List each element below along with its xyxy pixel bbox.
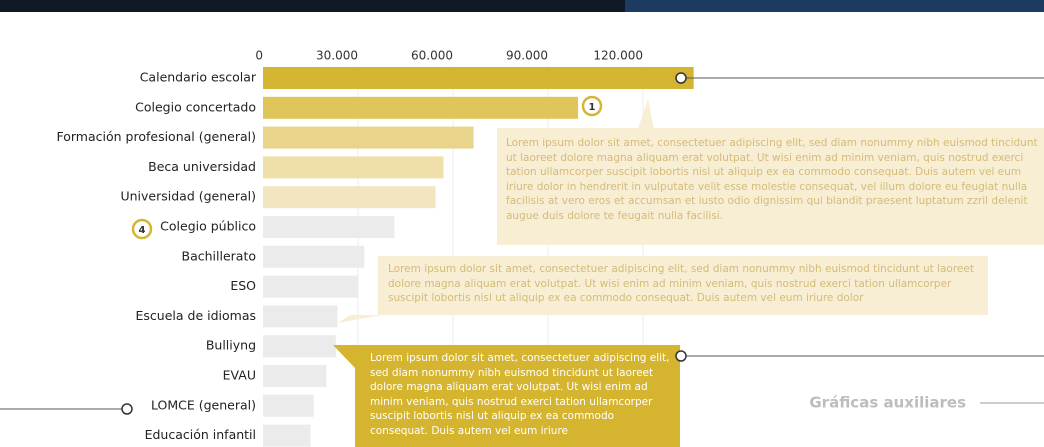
callout-box: [333, 345, 680, 447]
x-tick-label: 120.000: [593, 49, 643, 63]
badge-number: 4: [139, 225, 146, 236]
top-band: [0, 0, 625, 12]
bar: [263, 67, 694, 89]
y-tick-label: Formación profesional (general): [57, 129, 257, 144]
x-tick-label: 0: [255, 49, 263, 63]
y-tick-label: Calendario escolar: [140, 70, 257, 85]
y-tick-label: Bulliyng: [206, 338, 256, 353]
marker: [121, 403, 133, 415]
bar: [263, 126, 474, 149]
bar: [263, 424, 311, 447]
y-tick-label: Colegio público: [160, 219, 256, 234]
bar: [263, 335, 336, 358]
badge-number: 1: [589, 102, 596, 113]
y-tick-label: ESO: [230, 278, 256, 293]
bar: [263, 216, 395, 238]
callout-box: [497, 99, 1044, 245]
callout-box: [338, 256, 988, 323]
section-label: Gráficas auxiliares: [809, 394, 966, 412]
x-tick-label: 60.000: [411, 49, 453, 63]
bar: [263, 275, 358, 298]
bar: [263, 305, 338, 328]
y-tick-label: Beca universidad: [148, 159, 256, 174]
bar: [263, 245, 365, 268]
bar: [263, 96, 579, 119]
bar: [263, 186, 436, 209]
y-tick-label: Educación infantil: [145, 427, 256, 442]
y-tick-label: Escuela de idiomas: [136, 308, 256, 323]
y-tick-label: EVAU: [223, 368, 256, 383]
y-tick-label: LOMCE (general): [151, 397, 256, 412]
x-tick-label: 90.000: [506, 49, 548, 63]
y-tick-label: Bachillerato: [182, 248, 257, 263]
x-tick-label: 30.000: [316, 49, 358, 63]
badge: [581, 95, 603, 117]
callout-text: Lorem ipsum dolor sit amet, consectetuer…: [506, 137, 1038, 222]
y-tick-label: Colegio concertado: [135, 99, 256, 114]
badge: [131, 218, 153, 240]
callout-text: Lorem ipsum dolor sit amet, consectetuer…: [370, 352, 670, 437]
marker: [675, 350, 687, 362]
bar: [263, 156, 444, 179]
top-band: [625, 0, 1044, 12]
callout-text: Lorem ipsum dolor sit amet, consectetuer…: [388, 263, 974, 304]
bar: [263, 365, 327, 387]
y-tick-label: Universidad (general): [120, 189, 256, 204]
marker: [675, 72, 687, 84]
bar: [263, 394, 314, 417]
